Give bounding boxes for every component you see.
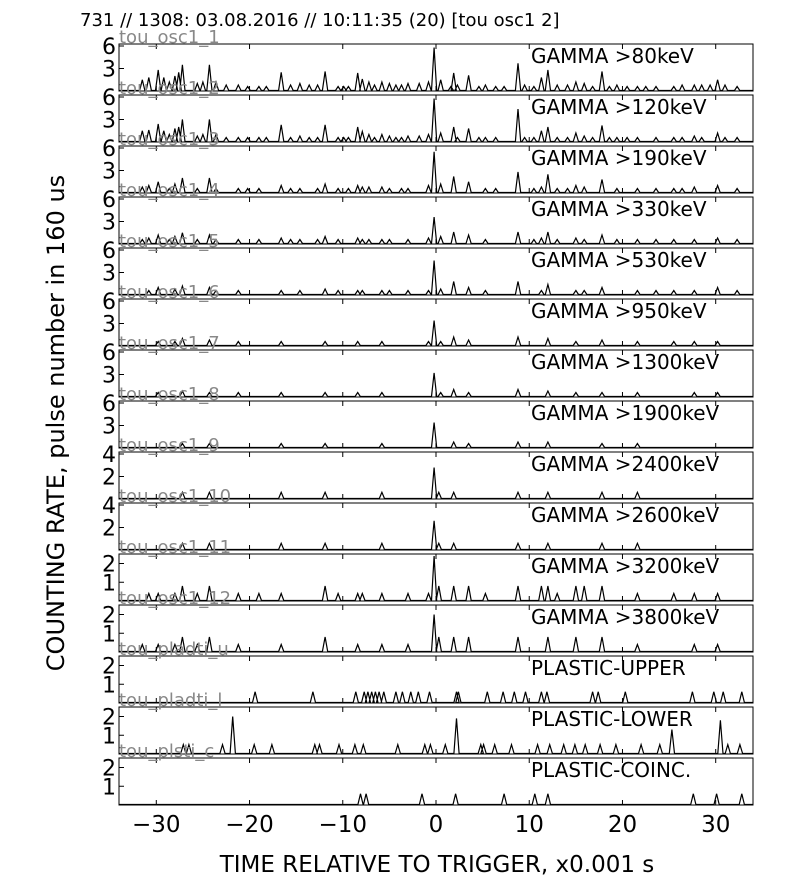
panel-tag: tou_osc1_8: [119, 384, 220, 405]
panel: 12 GAMMA >3800keV tou_osc1_12: [102, 588, 754, 653]
panel: 36 GAMMA >80keV tou_osc1_1: [102, 27, 754, 92]
y-tick-label: 6: [102, 188, 116, 213]
panel: 12 GAMMA >3200keV tou_osc1_11: [102, 537, 754, 602]
panel-label: GAMMA >1900keV: [531, 401, 720, 425]
panel-tag: tou_osc1_3: [119, 129, 220, 150]
panel: 12 PLASTIC-UPPER tou_pladti_u: [102, 639, 754, 704]
panel-tag: tou_pladti_u: [119, 639, 229, 660]
y-tick-label: 6: [102, 341, 116, 366]
panel-tag: tou_osc1_12: [119, 588, 231, 609]
panel-tag: tou_pladti_l: [119, 690, 222, 711]
panel: 36 GAMMA >1900keV tou_osc1_8: [102, 384, 754, 449]
x-tick-label: −10: [318, 812, 367, 838]
panel: 24 GAMMA >2400keV tou_osc1_9: [102, 435, 754, 500]
y-tick-label: 1: [102, 775, 116, 800]
y-tick-label: 6: [102, 86, 116, 111]
panel: 12 PLASTIC-COINC. tou_plsti_c: [102, 741, 754, 806]
y-tick-label: 2: [102, 757, 116, 782]
y-tick-label: 3: [102, 160, 116, 185]
x-tick-label: 10: [515, 812, 544, 838]
panel-tag: tou_osc1_6: [119, 282, 220, 303]
y-tick-label: 3: [102, 262, 116, 287]
series-line: [119, 614, 753, 653]
panel-tag: tou_osc1_9: [119, 435, 220, 456]
panel: 36 GAMMA >120keV tou_osc1_2: [102, 78, 754, 143]
panel-label: GAMMA >950keV: [531, 299, 707, 323]
panel-label: PLASTIC-LOWER: [531, 707, 693, 731]
y-tick-label: 6: [102, 137, 116, 162]
panel-tag: tou_osc1_10: [119, 486, 231, 507]
panel-label: GAMMA >2400keV: [531, 452, 720, 476]
panel-label: GAMMA >530keV: [531, 248, 707, 272]
y-tick-label: 2: [102, 706, 116, 731]
y-tick-label: 1: [102, 673, 116, 698]
y-tick-label: 4: [102, 443, 116, 468]
panel: 36 GAMMA >950keV tou_osc1_6: [102, 282, 754, 347]
panel-label: GAMMA >2600keV: [531, 503, 720, 527]
y-tick-label: 4: [102, 494, 116, 519]
y-tick-label: 2: [102, 655, 116, 680]
panel-tag: tou_osc1_4: [119, 180, 220, 201]
x-tick-label: −30: [132, 812, 181, 838]
y-tick-label: 6: [102, 290, 116, 315]
y-tick-label: 3: [102, 109, 116, 134]
series-line: [119, 716, 753, 755]
y-tick-label: 3: [102, 415, 116, 440]
panel-label: GAMMA >120keV: [531, 95, 707, 119]
panel-label: PLASTIC-UPPER: [531, 656, 686, 680]
y-tick-label: 1: [102, 571, 116, 596]
y-tick-label: 2: [102, 604, 116, 629]
y-tick-label: 1: [102, 622, 116, 647]
panel: 12 PLASTIC-LOWER tou_pladti_l: [102, 690, 754, 755]
series-line: [119, 691, 753, 704]
y-tick-label: 2: [102, 553, 116, 578]
y-tick-label: 1: [102, 724, 116, 749]
panel: 36 GAMMA >530keV tou_osc1_5: [102, 231, 754, 296]
y-tick-label: 2: [102, 517, 116, 542]
panel-tag: tou_osc1_2: [119, 78, 220, 99]
panel: 36 GAMMA >1300keV tou_osc1_7: [102, 333, 754, 398]
panel-label: GAMMA >330keV: [531, 197, 707, 221]
panel-tag: tou_osc1_11: [119, 537, 231, 558]
panel: 36 GAMMA >190keV tou_osc1_3: [102, 129, 754, 194]
y-tick-label: 3: [102, 58, 116, 83]
panel-label: GAMMA >1300keV: [531, 350, 720, 374]
chart-title: 731 // 1308: 03.08.2016 // 10:11:35 (20)…: [80, 10, 560, 31]
panel-label: GAMMA >190keV: [531, 146, 707, 170]
y-tick-label: 6: [102, 239, 116, 264]
y-tick-label: 6: [102, 35, 116, 60]
panel-tag: tou_osc1_1: [119, 27, 220, 48]
panel-label: GAMMA >3800keV: [531, 605, 720, 629]
x-axis-label: TIME RELATIVE TO TRIGGER, x0.001 s: [219, 852, 655, 878]
panel-tag: tou_plsti_c: [119, 741, 214, 762]
y-tick-label: 3: [102, 313, 116, 338]
panel: 24 GAMMA >2600keV tou_osc1_10: [102, 486, 754, 551]
x-tick-label: 30: [701, 812, 730, 838]
x-tick-label: −20: [225, 812, 274, 838]
y-tick-label: 6: [102, 392, 116, 417]
panel-tag: tou_osc1_5: [119, 231, 220, 252]
y-tick-label: 2: [102, 466, 116, 491]
panel-label: GAMMA >80keV: [531, 44, 694, 68]
panel-label: GAMMA >3200keV: [531, 554, 720, 578]
panel-label: PLASTIC-COINC.: [531, 758, 691, 782]
x-tick-label: 20: [608, 812, 637, 838]
panel-tag: tou_osc1_7: [119, 333, 220, 354]
x-tick-label: 0: [429, 812, 444, 838]
panel: 36 GAMMA >330keV tou_osc1_4: [102, 180, 754, 245]
y-axis-label: COUNTING RATE, pulse number in 160 us: [42, 175, 70, 671]
y-tick-label: 3: [102, 211, 116, 236]
y-tick-label: 3: [102, 364, 116, 389]
